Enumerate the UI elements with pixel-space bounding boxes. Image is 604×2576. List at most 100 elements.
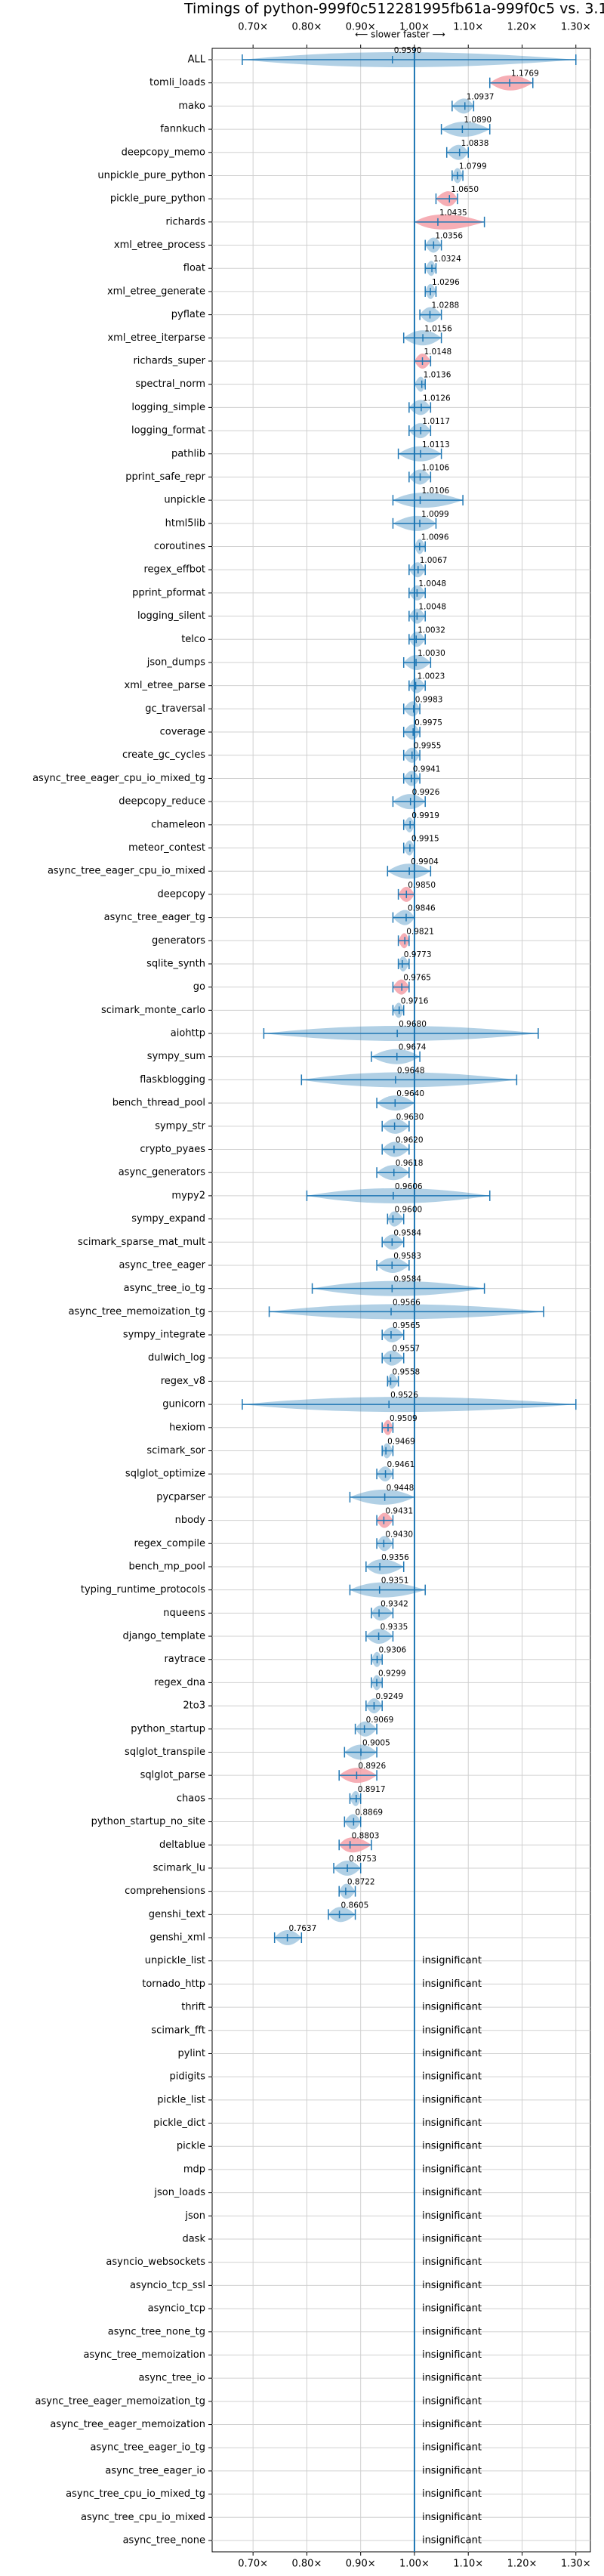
value-label: 0.9620 [396, 1136, 424, 1145]
value-label: 0.9680 [399, 1020, 427, 1029]
value-label: 0.8869 [355, 1808, 383, 1818]
value-label: 0.9509 [390, 1414, 418, 1423]
y-tick-label: richards_super [133, 355, 205, 366]
insignificant-label: insignificant [422, 2419, 482, 2430]
y-tick-label: richards [166, 216, 206, 227]
insignificant-label: insignificant [422, 2002, 482, 2013]
y-tick-label: gc_traversal [145, 703, 205, 715]
value-label: 0.9565 [393, 1321, 421, 1330]
value-label: 1.0838 [461, 139, 489, 148]
insignificant-label: insignificant [422, 2488, 482, 2500]
x-tick-label-bottom: 1.20× [507, 2559, 538, 2570]
y-tick-label: sympy_sum [147, 1051, 205, 1062]
value-label: 1.0023 [418, 672, 445, 681]
y-tick-label: sqlite_synth [146, 958, 205, 969]
value-label: 0.9306 [379, 1646, 407, 1655]
value-label: 0.9431 [385, 1507, 413, 1516]
value-label: 0.9919 [411, 811, 439, 820]
value-label: 1.0650 [451, 185, 479, 194]
insignificant-label: insignificant [422, 2349, 482, 2361]
value-label: 0.9448 [387, 1484, 414, 1493]
y-tick-label: dulwich_log [148, 1352, 205, 1364]
value-label: 0.9430 [385, 1530, 413, 1539]
insignificant-label: insignificant [422, 2117, 482, 2129]
y-tick-label: comprehensions [125, 1886, 205, 1897]
insignificant-label: insignificant [422, 2187, 482, 2198]
value-label: 0.9606 [395, 1182, 423, 1191]
y-tick-label: fannkuch [160, 124, 205, 135]
y-tick-label: async_tree_memoization_tg [69, 1306, 205, 1317]
y-tick-label: scimark_monte_carlo [101, 1005, 205, 1016]
value-label: 1.0288 [431, 301, 459, 310]
y-tick-label: async_tree_eager_memoization_tg [35, 2395, 205, 2407]
y-tick-label: deepcopy_memo [122, 147, 205, 158]
y-tick-label: raytrace [164, 1654, 205, 1665]
y-tick-label: go [193, 981, 205, 993]
value-label: 1.0435 [439, 208, 467, 218]
y-tick-label: genshi_text [149, 1909, 205, 1920]
y-tick-label: deltablue [159, 1839, 205, 1851]
value-label: 0.9351 [381, 1577, 409, 1586]
insignificant-label: insignificant [422, 2326, 482, 2337]
x-tick-label-bottom: 0.80× [292, 2559, 322, 2570]
y-tick-label: sqlglot_transpile [125, 1747, 205, 1758]
y-tick-label: pyflate [171, 309, 205, 320]
y-tick-label: chaos [177, 1793, 205, 1804]
insignificant-label: insignificant [422, 2303, 482, 2315]
value-label: 1.0324 [433, 255, 461, 264]
value-label: 1.0136 [424, 371, 451, 380]
x-tick-label-top: 1.20× [507, 22, 538, 33]
y-tick-label: sympy_integrate [123, 1330, 205, 1341]
y-tick-label: regex_dna [154, 1677, 205, 1688]
y-tick-label: scimark_sor [146, 1445, 205, 1456]
y-tick-label: thrift [181, 2002, 205, 2013]
value-label: 1.0096 [421, 533, 449, 542]
value-label: 0.9850 [408, 881, 436, 890]
y-tick-label: logging_silent [137, 610, 205, 622]
value-label: 0.9566 [393, 1298, 421, 1307]
y-tick-label: python_startup [131, 1723, 205, 1734]
value-label: 1.0032 [418, 625, 445, 635]
value-label: 1.0356 [435, 232, 463, 241]
x-tick-label-bottom: 1.00× [399, 2559, 430, 2570]
insignificant-label: insignificant [422, 1955, 482, 1966]
y-tick-label: async_tree_memoization [83, 2349, 205, 2361]
value-label: 0.9335 [381, 1623, 408, 1632]
y-tick-label: async_tree_none [123, 2535, 205, 2547]
y-tick-label: scimark_fft [151, 2025, 205, 2036]
y-tick-label: async_tree_io_tg [124, 1283, 205, 1294]
value-label: 1.0106 [422, 486, 450, 496]
y-tick-label: regex_compile [134, 1538, 205, 1549]
value-label: 0.9342 [381, 1599, 408, 1608]
y-tick-label: create_gc_cycles [122, 749, 205, 761]
x-tick-label-top: 0.80× [292, 22, 322, 33]
y-tick-label: json [184, 2210, 205, 2222]
y-tick-label: asyncio_websockets [106, 2256, 205, 2268]
value-label: 0.9975 [414, 718, 442, 727]
x-tick-label-top: 0.70× [238, 22, 268, 33]
value-label: 0.8753 [349, 1855, 377, 1864]
y-tick-label: pathlib [171, 448, 205, 459]
y-tick-label: regex_v8 [161, 1376, 205, 1387]
y-tick-label: regex_effbot [143, 564, 205, 576]
y-tick-label: asyncio_tcp_ssl [130, 2280, 205, 2291]
y-tick-label: gunicorn [162, 1399, 205, 1410]
value-label: 0.9640 [396, 1089, 424, 1098]
y-tick-label: xml_etree_generate [107, 286, 205, 297]
y-tick-label: logging_simple [131, 402, 205, 413]
value-label: 0.9821 [406, 927, 434, 936]
value-label: 1.0030 [418, 649, 445, 658]
y-tick-label: aiohttp [171, 1028, 205, 1039]
y-tick-label: pycparser [156, 1491, 205, 1503]
insignificant-label: insignificant [422, 2395, 482, 2407]
value-label: 0.9526 [390, 1391, 418, 1400]
value-label: 0.9618 [396, 1159, 424, 1168]
value-label: 0.7637 [289, 1924, 317, 1933]
x-tick-label-top: 1.00× [399, 22, 430, 33]
y-tick-label: async_tree_none_tg [108, 2326, 205, 2337]
y-tick-label: asyncio_tcp [148, 2303, 205, 2315]
y-tick-label: dask [182, 2234, 205, 2245]
value-label: 0.9648 [397, 1066, 425, 1075]
y-tick-label: pprint_pformat [132, 587, 205, 598]
value-label: 0.9941 [413, 764, 441, 774]
